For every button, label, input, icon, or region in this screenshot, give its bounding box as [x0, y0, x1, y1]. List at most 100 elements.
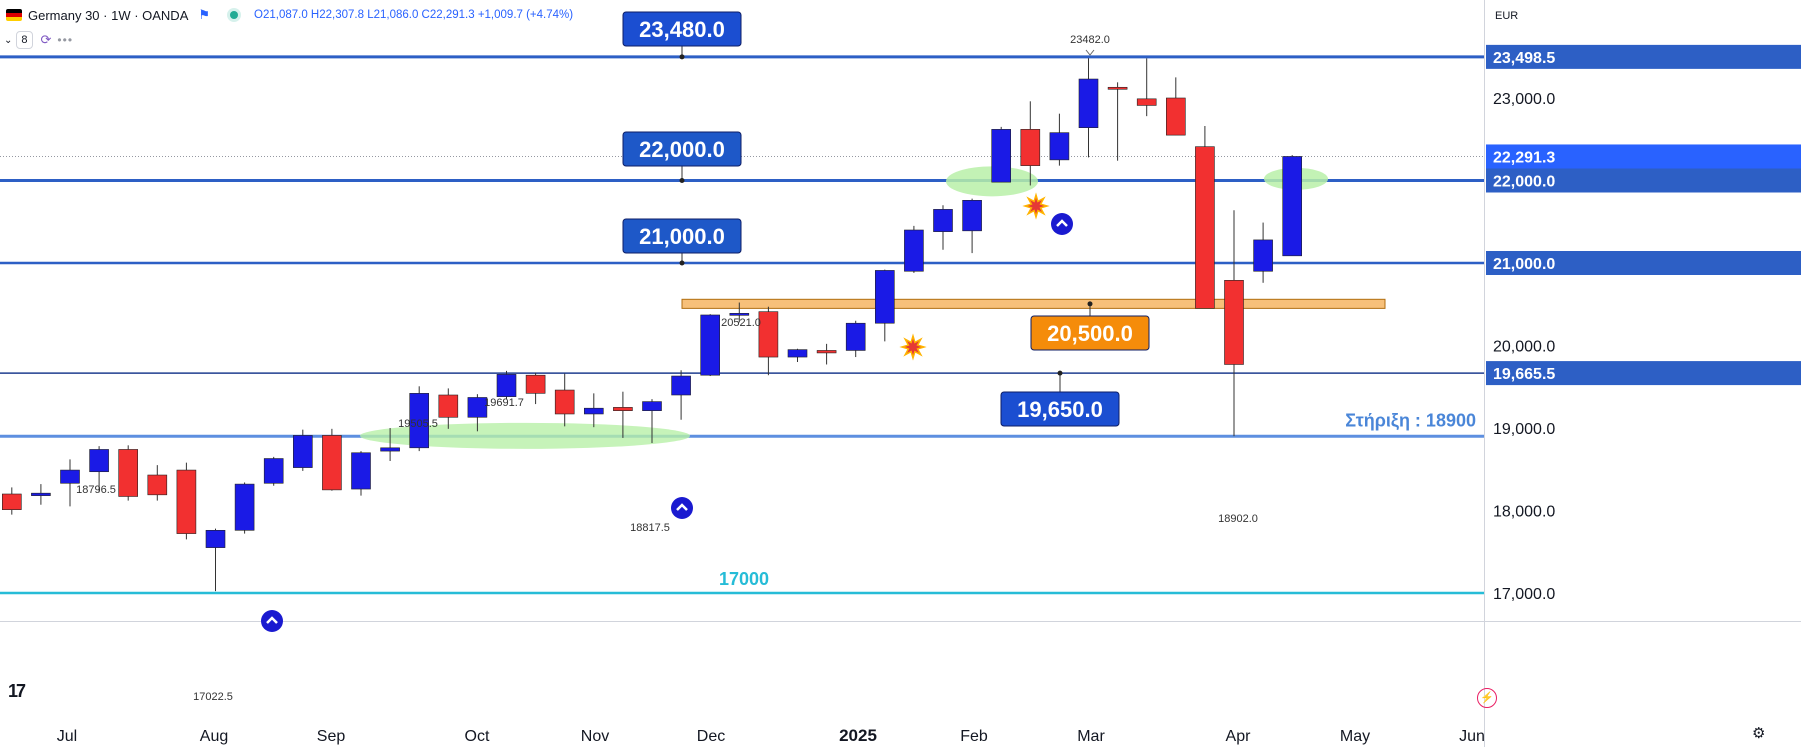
- candle-body: [292, 435, 313, 468]
- price-annotation: 20521.0: [721, 317, 761, 329]
- candle: [991, 126, 1012, 183]
- chevron-down-icon[interactable]: ⌄: [4, 34, 13, 46]
- candle: [583, 393, 604, 428]
- price-annotation: 18902.0: [1218, 513, 1258, 525]
- level-label-anchor: [1057, 370, 1063, 376]
- symbol-title[interactable]: Germany 30 · 1W · OANDA: [28, 7, 189, 23]
- time-axis-tick: Oct: [465, 728, 490, 745]
- candle-body: [118, 449, 138, 497]
- candle-body: [205, 529, 226, 548]
- time-axis-tick: 2025: [839, 726, 877, 745]
- candle: [758, 306, 779, 376]
- candle: [962, 198, 982, 254]
- price-axis-label: [1486, 251, 1801, 275]
- price-axis-tick: 18,000.0: [1493, 504, 1555, 521]
- germany-flag-icon: [6, 9, 22, 21]
- candle: [642, 399, 662, 444]
- level-label-box: [622, 11, 742, 47]
- level-label-anchor: [679, 178, 685, 183]
- price-axis-label-text: 22,000.0: [1493, 174, 1555, 191]
- price-axis-label-text: 23,498.5: [1493, 50, 1555, 67]
- candle: [1, 487, 22, 515]
- price-annotation: 18817.5: [630, 522, 670, 534]
- candle: [1253, 222, 1273, 283]
- candle: [234, 482, 255, 534]
- line-17000-label: 17000: [719, 569, 769, 589]
- candle: [292, 429, 313, 471]
- candle-body: [991, 129, 1012, 183]
- candle-body: [583, 407, 604, 415]
- candle: [467, 394, 488, 432]
- level-label-text: 21,000.0: [639, 224, 725, 249]
- candle: [1078, 58, 1099, 158]
- chevron-up-stroke: [676, 503, 688, 511]
- tradingview-logo-icon[interactable]: 17: [8, 681, 26, 701]
- candle-body: [1224, 280, 1244, 365]
- annotation-tick: [1085, 49, 1095, 56]
- candle: [904, 225, 924, 273]
- chevron-up-stroke: [1056, 219, 1068, 227]
- candle: [613, 391, 633, 438]
- time-axis-tick: Sep: [317, 728, 346, 745]
- explosion-icon: [899, 333, 927, 361]
- candle-body: [1049, 132, 1070, 161]
- candle-body: [729, 313, 750, 316]
- level-label-box: [622, 131, 742, 167]
- candle: [205, 528, 226, 592]
- time-axis-tick: Nov: [581, 728, 609, 745]
- candle-body: [322, 435, 342, 491]
- candle-body: [845, 322, 866, 351]
- candle-body: [89, 449, 109, 473]
- price-axis-tick: 19,000.0: [1493, 421, 1555, 438]
- level-label-anchor: [679, 54, 685, 60]
- candle: [787, 348, 808, 362]
- chevron-up-icon: [671, 497, 693, 519]
- candle: [729, 302, 750, 323]
- price-axis-label: [1486, 168, 1801, 193]
- time-axis-tick: Feb: [960, 728, 988, 745]
- candle: [1224, 210, 1244, 437]
- price-axis-label-text: 21,000.0: [1493, 256, 1555, 273]
- candle: [118, 445, 138, 501]
- candle-body: [933, 209, 953, 232]
- support-label: Στήριξη : 18900: [1345, 410, 1476, 431]
- gear-icon[interactable]: ⚙: [1752, 725, 1766, 742]
- currency-label: EUR: [1495, 10, 1518, 22]
- price-axis-label: [1486, 44, 1801, 69]
- lightning-icon[interactable]: ⚡: [1477, 688, 1497, 708]
- flag-marker-icon[interactable]: ⚑: [198, 7, 211, 22]
- candle: [1282, 155, 1302, 257]
- candle: [845, 320, 866, 358]
- candle: [89, 446, 109, 493]
- candle: [496, 370, 517, 400]
- candle-body: [962, 200, 982, 232]
- candle: [176, 462, 197, 540]
- level-label-box: [1030, 315, 1150, 351]
- candle-body: [700, 314, 721, 376]
- candle-body: [234, 483, 255, 531]
- candle: [322, 428, 342, 491]
- chevron-up-icon: [1051, 213, 1073, 235]
- candle: [263, 456, 284, 486]
- candle-body: [758, 311, 779, 358]
- resistance-zone: [681, 298, 1386, 309]
- price-axis-tick: 17,000.0: [1493, 586, 1555, 603]
- explosion-icon: [1022, 192, 1050, 220]
- indicator-count-badge[interactable]: 8: [16, 31, 33, 49]
- candle-body: [904, 229, 924, 272]
- candle: [525, 372, 546, 405]
- candle-body: [438, 394, 459, 418]
- candle: [1166, 77, 1186, 136]
- candle-body: [351, 452, 371, 490]
- candle: [1107, 82, 1128, 161]
- candle: [438, 388, 459, 429]
- price-annotation: 23482.0: [1070, 34, 1110, 46]
- more-dots-icon[interactable]: •••: [57, 33, 74, 47]
- time-axis-tick: Jul: [57, 728, 77, 745]
- refresh-icon[interactable]: ⟳: [40, 32, 52, 47]
- candle-body: [554, 389, 575, 415]
- price-annotation: 18796.5: [76, 484, 116, 496]
- candle: [1049, 113, 1070, 166]
- candle-body: [1, 493, 22, 510]
